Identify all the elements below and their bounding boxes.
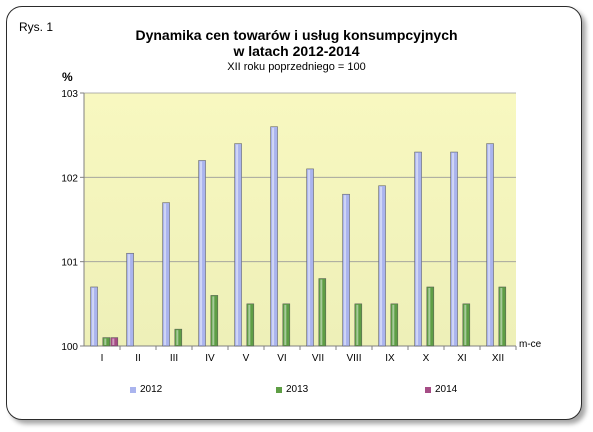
x-tick-label: VII [312,353,324,364]
bar-highlight [464,304,467,345]
y-axis-label: % [62,70,73,84]
legend-label: 2013 [286,384,309,395]
bar-highlight [380,186,383,345]
bar-highlight [272,127,275,345]
bar-2012-XII [486,143,494,347]
x-tick-label: XI [457,353,466,364]
x-tick-label: IV [205,353,215,364]
bar-highlight [488,144,491,345]
bar-highlight [104,338,107,345]
bar-highlight [200,161,203,345]
y-tick-label: 103 [61,89,78,100]
bar-highlight [128,254,131,345]
legend-swatch [130,386,136,393]
legend-item-2013: 2013 [276,384,308,395]
bar-highlight [112,338,115,345]
legend-item-2012: 2012 [130,384,162,395]
bar-2012-II [126,252,134,347]
figure-label: Rys. 1 [19,20,54,34]
x-axis-label: m-ce [519,339,542,350]
bar-2012-X [414,151,422,347]
bar-2013-V [246,303,255,347]
bar-2013-XII [498,286,507,347]
x-tick-label: VIII [346,353,361,364]
bar-2012-IV [198,160,206,347]
bar-highlight [212,296,215,345]
x-tick-label: X [423,353,430,364]
bar-highlight [284,304,287,345]
bar-2012-XI [450,151,458,347]
bar-2013-VII [318,278,327,347]
bar-highlight [92,287,95,345]
bar-2012-VIII [342,193,350,347]
bar-2013-X [426,286,435,347]
bar-highlight [356,304,359,345]
bar-2012-VII [306,168,314,347]
x-tick-label: IX [385,353,395,364]
x-tick-label: III [170,353,178,364]
bar-2012-IX [378,185,386,347]
bar-2014-I [110,337,119,347]
bar-2013-IX [390,303,399,347]
chart-title-line2: w latach 2012-2014 [233,43,360,59]
legend-label: 2012 [140,384,163,395]
legend-item-2014: 2014 [425,384,457,395]
legend-swatch [425,386,431,393]
bar-2013-XI [462,303,471,347]
bar-highlight [308,169,311,345]
bar-2012-V [234,143,242,347]
bar-highlight [236,144,239,345]
bar-highlight [416,153,419,345]
x-tick-label: II [135,353,141,364]
bar-highlight [392,304,395,345]
x-tick-label: I [101,353,104,364]
bar-2013-VIII [354,303,363,347]
bar-highlight [248,304,251,345]
chart-subtitle: XII roku poprzedniego = 100 [227,61,366,73]
y-tick-label: 100 [61,342,78,353]
bar-highlight [500,287,503,345]
bar-highlight [176,330,179,345]
x-tick-label: VI [277,353,286,364]
x-tick-label: V [243,353,250,364]
bar-2013-IV [210,295,219,347]
bar-highlight [344,195,347,345]
bar-highlight [164,203,167,345]
bar-2013-VI [282,303,291,347]
bar-highlight [452,153,455,345]
bar-2012-III [162,202,170,347]
legend-swatch [276,386,282,393]
y-tick-label: 101 [61,258,78,269]
bar-2013-I [102,337,111,347]
bar-2012-VI [270,126,278,347]
bar-2013-III [174,328,183,347]
x-tick-label: XII [492,353,504,364]
plot-area [84,93,516,346]
legend-label: 2014 [435,384,458,395]
y-tick-label: 102 [61,173,78,184]
bar-2012-I [90,286,98,347]
chart-title-line1: Dynamika cen towarów i usług konsumpcyjn… [135,27,458,43]
bar-highlight [428,287,431,345]
bar-highlight [320,279,323,345]
